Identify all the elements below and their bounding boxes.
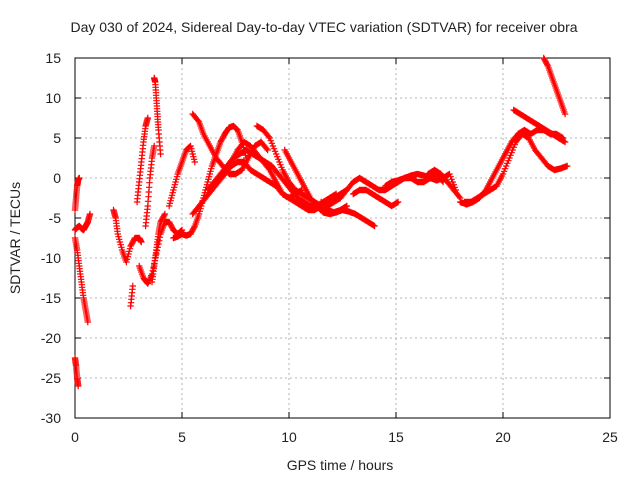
y-tick-label: -5 — [49, 210, 62, 226]
series-sat-i — [142, 142, 158, 230]
series-sat-j — [151, 74, 164, 158]
series-sat-d — [71, 354, 82, 390]
data-point-markers — [166, 142, 198, 210]
series-sat-h — [136, 218, 186, 287]
data-point-markers — [110, 206, 145, 266]
data-point-markers — [350, 186, 402, 210]
x-tick-label: 0 — [71, 429, 79, 445]
series-sat-l — [166, 142, 198, 210]
x-axis-label: GPS time / hours — [287, 457, 394, 473]
series-sat-w — [424, 166, 464, 202]
series-sat-v — [382, 170, 460, 194]
series-sat-y — [461, 130, 571, 206]
chart-title: Day 030 of 2024, Sidereal Day-to-day VTE… — [70, 19, 577, 35]
data-point-markers — [151, 74, 164, 158]
y-tick-label: -20 — [41, 330, 61, 346]
y-tick-label: 5 — [53, 130, 61, 146]
x-tick-label: 10 — [281, 429, 297, 445]
y-tick-label: -30 — [41, 410, 61, 426]
data-point-markers — [71, 234, 91, 326]
data-point-markers — [540, 54, 569, 118]
series-sat-g — [133, 114, 151, 206]
data-point-markers — [133, 114, 151, 206]
data-point-markers — [510, 106, 569, 146]
series-sat-s — [281, 146, 378, 230]
series-sat-f — [127, 282, 136, 310]
data-point-markers — [382, 170, 460, 194]
series-sat-u — [350, 186, 402, 210]
y-tick-label: -25 — [41, 370, 61, 386]
y-tick-label: 10 — [45, 90, 61, 106]
axis-ticks: 0 5 10 15 20 25 -30 -25 -20 -15 -10 -5 0 5 10 15 — [41, 50, 618, 445]
data-point-markers — [424, 166, 464, 202]
series-sat-c — [71, 234, 91, 326]
series-sat-k — [148, 210, 169, 286]
data-point-markers — [461, 130, 571, 206]
x-tick-label: 20 — [495, 429, 511, 445]
y-tick-label: -15 — [41, 290, 61, 306]
data-point-markers — [71, 210, 94, 234]
y-tick-label: -10 — [41, 250, 61, 266]
series-sat-aa — [540, 54, 569, 118]
data-marks — [71, 54, 571, 390]
series-sat-b — [71, 174, 83, 214]
x-tick-label: 15 — [388, 429, 404, 445]
data-point-markers — [71, 354, 82, 390]
y-tick-label: 15 — [45, 50, 61, 66]
series-sat-e — [110, 206, 145, 266]
data-point-markers — [136, 218, 186, 287]
data-point-markers — [148, 210, 169, 286]
series-sat-a — [71, 210, 94, 234]
data-point-markers — [127, 282, 136, 310]
x-tick-label: 25 — [602, 429, 618, 445]
grid — [75, 58, 610, 418]
x-tick-label: 5 — [178, 429, 186, 445]
series-sat-z — [510, 106, 569, 146]
y-tick-label: 0 — [53, 170, 61, 186]
data-point-markers — [142, 142, 158, 230]
data-point-markers — [71, 174, 83, 214]
plot-frame — [74, 57, 611, 419]
data-point-markers — [281, 146, 378, 230]
y-axis-label: SDTVAR / TECUs — [7, 182, 23, 294]
